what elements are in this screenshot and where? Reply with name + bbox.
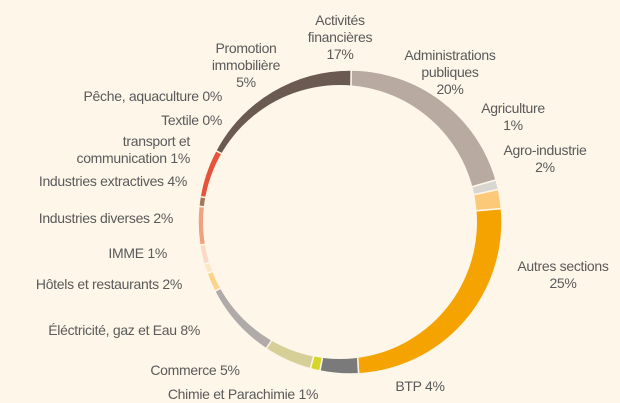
data-label: BTP 4% <box>380 378 460 395</box>
data-label: Éléctricité, gaz et Eau 8% <box>0 322 200 339</box>
category-name: Administrations publiques <box>404 47 496 80</box>
category-name: Promotion immobilière <box>211 40 281 73</box>
value-label: 17% <box>326 46 354 62</box>
data-label: Industries extractives 4% <box>0 173 187 190</box>
value-label: 2% <box>153 210 173 226</box>
data-label: IMME 1% <box>67 245 167 262</box>
category-name: BTP <box>395 378 422 394</box>
value-label: 2% <box>162 276 182 292</box>
category-name: IMME <box>108 245 144 261</box>
value-label: 4% <box>167 173 187 189</box>
category-name: Textile <box>161 112 199 128</box>
category-name: transport et communication <box>76 133 191 166</box>
data-label: Industries diverses 2% <box>3 210 174 227</box>
category-name: Agro-industrie <box>503 142 587 158</box>
data-label: Agro-industrie 2% <box>490 142 600 176</box>
data-label: Agriculture 1% <box>463 100 563 134</box>
data-label: Administrations publiques 20% <box>385 47 515 98</box>
category-name: Commerce <box>150 362 217 378</box>
category-name: Chimie et Parachimie <box>167 386 295 402</box>
value-label: 1% <box>170 150 190 166</box>
value-label: 5% <box>220 362 240 378</box>
category-name: Éléctricité, gaz et Eau <box>48 322 177 338</box>
data-label: Textile 0% <box>122 112 222 129</box>
value-label: 5% <box>236 74 256 90</box>
value-label: 0% <box>202 112 222 128</box>
value-label: 1% <box>147 245 167 261</box>
data-label: Activités financières 17% <box>295 12 385 63</box>
value-label: 0% <box>202 88 222 104</box>
value-label: 8% <box>180 322 200 338</box>
category-name: Industries extractives <box>38 173 164 189</box>
category-name: Activités financières <box>307 12 373 45</box>
data-label: Autres sections 25% <box>503 258 620 292</box>
value-label: 25% <box>549 275 577 291</box>
category-name: Pêche, aquaculture <box>83 88 200 104</box>
donut-hole <box>203 85 477 359</box>
data-label: Pêche, aquaculture 0% <box>52 88 223 105</box>
category-name: Autres sections <box>517 258 609 274</box>
value-label: 1% <box>503 117 523 133</box>
data-label: Chimie et Parachimie 1% <box>153 386 333 403</box>
data-label: Promotion immobilière 5% <box>196 40 296 91</box>
data-label: Commerce 5% <box>135 362 255 379</box>
data-label: transport et communication 1% <box>50 133 191 167</box>
category-name: Hôtels et restaurants <box>35 276 159 292</box>
category-name: Agriculture <box>481 100 545 116</box>
data-label: Hôtels et restaurants 2% <box>0 276 182 293</box>
value-label: 4% <box>425 378 445 394</box>
value-label: 1% <box>298 386 319 402</box>
value-label: 20% <box>436 81 464 97</box>
category-name: Industries diverses <box>38 210 150 226</box>
value-label: 2% <box>535 159 555 175</box>
